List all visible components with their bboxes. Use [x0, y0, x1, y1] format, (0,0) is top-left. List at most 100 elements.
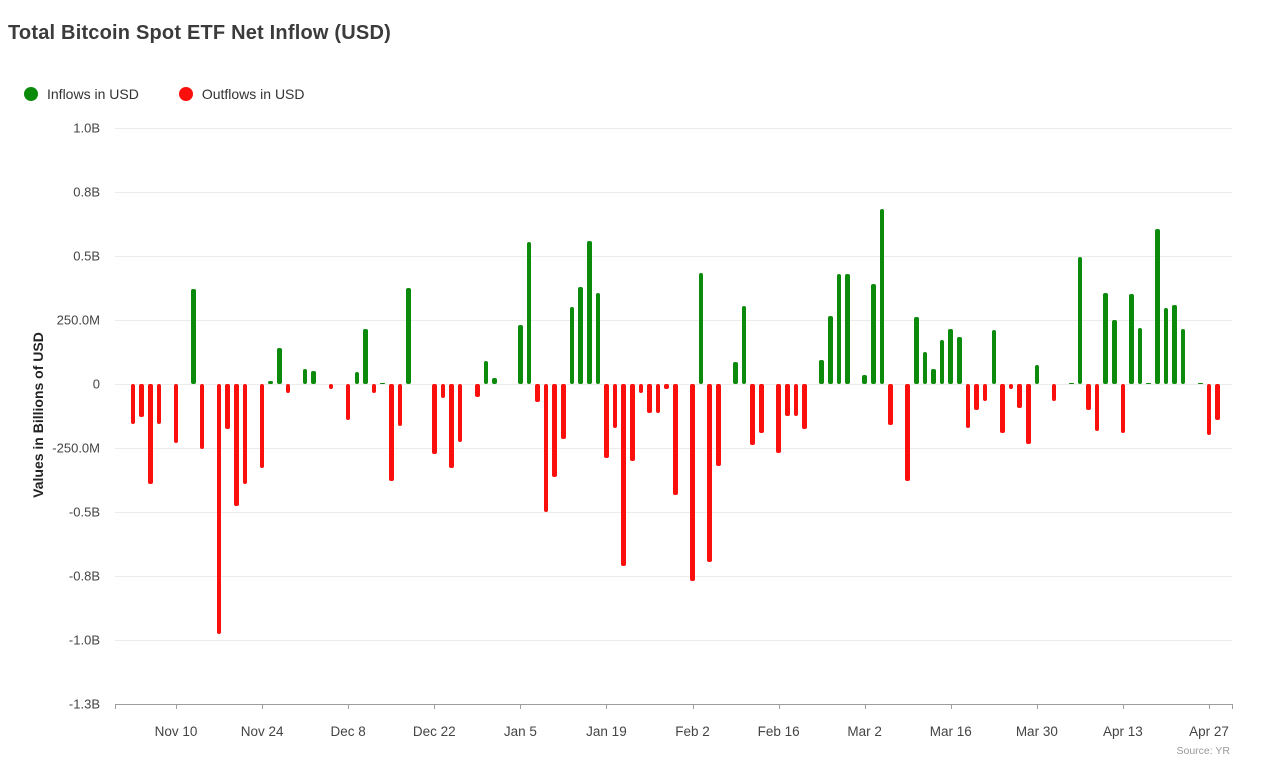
bar[interactable]: [1094, 384, 1100, 432]
bar[interactable]: [216, 384, 222, 634]
bar[interactable]: [328, 384, 334, 390]
bar[interactable]: [1068, 382, 1074, 384]
legend-item-outflows[interactable]: Outflows in USD: [178, 86, 305, 102]
bar[interactable]: [879, 208, 885, 384]
legend-item-inflows[interactable]: Inflows in USD: [24, 86, 139, 102]
bar[interactable]: [173, 384, 179, 443]
bar[interactable]: [905, 384, 910, 482]
bar[interactable]: [431, 384, 437, 455]
bar[interactable]: [604, 384, 609, 459]
bar[interactable]: [1129, 294, 1134, 384]
bar[interactable]: [285, 384, 291, 393]
bar[interactable]: [492, 377, 497, 384]
bar[interactable]: [716, 384, 721, 466]
bar[interactable]: [233, 384, 239, 506]
bar[interactable]: [1120, 384, 1126, 433]
bar[interactable]: [156, 384, 162, 424]
bar[interactable]: [1034, 364, 1040, 384]
bar[interactable]: [1137, 327, 1143, 384]
bar[interactable]: [845, 273, 850, 384]
bar[interactable]: [888, 384, 893, 425]
bar[interactable]: [578, 286, 583, 384]
bar[interactable]: [1206, 384, 1212, 436]
bar[interactable]: [784, 384, 790, 416]
bar[interactable]: [1025, 384, 1031, 445]
bar[interactable]: [1180, 328, 1186, 384]
bar[interactable]: [733, 362, 738, 384]
bar[interactable]: [475, 384, 480, 397]
bar[interactable]: [406, 288, 411, 384]
bar[interactable]: [1017, 384, 1022, 409]
bar[interactable]: [939, 340, 945, 384]
bar[interactable]: [449, 384, 454, 469]
bar[interactable]: [1146, 382, 1152, 384]
bar[interactable]: [802, 384, 807, 429]
bar[interactable]: [440, 384, 446, 399]
bar[interactable]: [586, 240, 592, 384]
bar[interactable]: [130, 384, 136, 424]
bar[interactable]: [870, 284, 876, 384]
bar[interactable]: [526, 241, 532, 384]
bar[interactable]: [922, 352, 928, 384]
bar[interactable]: [862, 375, 867, 384]
bar[interactable]: [612, 384, 618, 428]
bar[interactable]: [190, 289, 196, 384]
bar[interactable]: [759, 384, 764, 433]
bar[interactable]: [268, 381, 274, 384]
bar[interactable]: [535, 384, 540, 402]
bar[interactable]: [638, 384, 644, 393]
bar[interactable]: [345, 384, 351, 420]
bar[interactable]: [931, 368, 936, 384]
bar[interactable]: [707, 384, 713, 562]
bar[interactable]: [1051, 384, 1057, 401]
bar[interactable]: [957, 336, 962, 384]
bar[interactable]: [1112, 320, 1117, 384]
bar[interactable]: [552, 384, 558, 478]
bar[interactable]: [518, 325, 523, 384]
bar[interactable]: [647, 384, 652, 414]
bar[interactable]: [242, 384, 248, 484]
bar[interactable]: [354, 372, 360, 384]
bar[interactable]: [991, 330, 997, 384]
bar[interactable]: [836, 273, 842, 384]
bar[interactable]: [819, 359, 824, 384]
bar[interactable]: [914, 317, 919, 384]
bar[interactable]: [561, 384, 566, 440]
bar[interactable]: [1198, 382, 1203, 384]
bar[interactable]: [371, 384, 377, 393]
bar[interactable]: [698, 272, 704, 384]
bar[interactable]: [259, 384, 265, 469]
bar[interactable]: [1215, 384, 1220, 420]
bar[interactable]: [974, 384, 979, 410]
bar[interactable]: [1103, 293, 1108, 384]
bar[interactable]: [948, 328, 954, 384]
bar[interactable]: [793, 384, 799, 416]
bar[interactable]: [1008, 384, 1014, 390]
bar[interactable]: [664, 384, 669, 390]
bar[interactable]: [225, 384, 230, 429]
bar[interactable]: [147, 384, 153, 484]
bar[interactable]: [1172, 304, 1177, 384]
bar[interactable]: [1163, 308, 1169, 384]
bar[interactable]: [750, 384, 756, 446]
bar[interactable]: [380, 382, 385, 384]
bar[interactable]: [1086, 384, 1091, 410]
bar[interactable]: [982, 384, 988, 401]
bar[interactable]: [741, 305, 747, 384]
bar[interactable]: [139, 384, 144, 418]
bar[interactable]: [655, 384, 661, 414]
bar[interactable]: [1000, 384, 1005, 433]
bar[interactable]: [397, 384, 403, 427]
bar[interactable]: [621, 384, 626, 566]
bar[interactable]: [673, 384, 678, 496]
bar[interactable]: [311, 371, 317, 384]
bar[interactable]: [1077, 257, 1083, 384]
bar[interactable]: [199, 384, 205, 450]
bar[interactable]: [457, 384, 463, 442]
bar[interactable]: [690, 384, 695, 582]
bar[interactable]: [363, 328, 368, 384]
bar[interactable]: [965, 384, 971, 428]
bar[interactable]: [629, 384, 635, 461]
bar[interactable]: [277, 348, 282, 384]
bar[interactable]: [827, 316, 833, 384]
